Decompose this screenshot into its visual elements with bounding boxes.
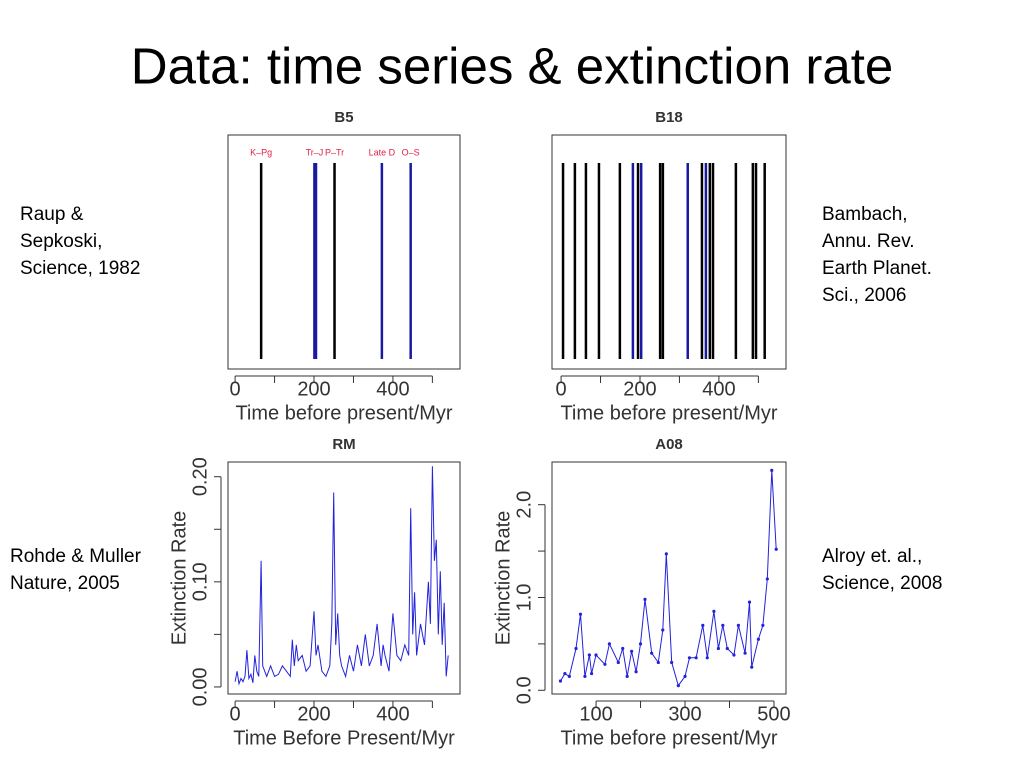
data-point xyxy=(705,656,709,660)
data-point xyxy=(750,665,754,669)
chart-title: RM xyxy=(332,436,355,453)
data-point xyxy=(638,642,643,646)
event-label: K–Pg xyxy=(250,147,272,157)
data-point xyxy=(578,612,583,616)
caption-line: Sci., 2006 xyxy=(822,285,907,306)
x-tick-label: 400 xyxy=(376,378,409,400)
caption-line: Annu. Rev. xyxy=(822,231,915,252)
y-axis-title: Extinction Rate xyxy=(492,511,514,646)
caption-line: Alroy et. al., xyxy=(822,546,922,567)
x-tick-label: 300 xyxy=(668,703,701,725)
data-point xyxy=(589,671,594,676)
plot-frame xyxy=(551,134,787,370)
data-point xyxy=(630,649,634,653)
data-point xyxy=(607,642,611,646)
data-point xyxy=(743,651,747,655)
data-point xyxy=(716,646,720,651)
x-axis-title: Time before present/Myr xyxy=(560,402,777,424)
x-tick-label: 0 xyxy=(230,378,241,400)
data-point xyxy=(583,674,587,678)
x-tick-label: 0 xyxy=(230,703,241,725)
chart-title: B18 xyxy=(655,109,683,126)
caption-line: Sepkoski, xyxy=(20,231,102,252)
data-point xyxy=(687,656,692,660)
y-tick-label: 0.0 xyxy=(513,676,535,704)
plot-frame xyxy=(227,461,461,695)
data-point xyxy=(567,674,571,678)
data-point xyxy=(747,600,752,604)
plot-frame xyxy=(551,461,787,695)
caption-line: Science, 1982 xyxy=(20,258,140,279)
y-tick-label: 1.0 xyxy=(513,584,535,612)
data-point xyxy=(721,623,725,627)
data-point xyxy=(558,679,563,683)
data-point xyxy=(712,609,716,614)
data-point xyxy=(701,623,705,627)
caption-line: Nature, 2005 xyxy=(10,573,120,594)
x-tick-label: 200 xyxy=(623,378,656,400)
caption-line: Bambach, xyxy=(822,204,908,225)
caption-line: Science, 2008 xyxy=(822,573,942,594)
chart-title: A08 xyxy=(655,436,683,453)
event-label: Late D xyxy=(369,147,396,157)
x-tick-label: 0 xyxy=(556,378,567,400)
y-tick-label: 0.00 xyxy=(189,667,211,706)
data-point xyxy=(656,660,660,665)
y-tick-label: 2.0 xyxy=(513,491,535,519)
event-label: P–Tr xyxy=(325,147,344,157)
caption-line: Raup & xyxy=(20,204,84,225)
data-point xyxy=(774,547,778,551)
event-label: Tr–J xyxy=(306,147,324,157)
data-point xyxy=(765,577,769,581)
data-point xyxy=(625,674,629,678)
data-point xyxy=(725,646,729,651)
data-point xyxy=(563,671,567,676)
data-point xyxy=(756,637,761,641)
y-tick-label: 0.20 xyxy=(189,457,211,496)
x-tick-label: 500 xyxy=(757,703,790,725)
data-point xyxy=(621,646,625,651)
slide-title: Data: time series & extinction rate xyxy=(131,37,894,94)
x-tick-label: 100 xyxy=(579,703,612,725)
data-point xyxy=(683,674,687,678)
x-tick-label: 400 xyxy=(702,378,735,400)
data-line xyxy=(234,466,449,686)
data-point xyxy=(694,656,698,660)
data-point xyxy=(587,653,591,657)
data-point xyxy=(661,628,665,632)
data-point xyxy=(643,597,647,601)
data-point xyxy=(736,623,740,627)
data-point xyxy=(770,468,774,472)
plot-frame xyxy=(227,134,461,370)
x-tick-label: 200 xyxy=(297,378,330,400)
data-point xyxy=(634,670,638,674)
x-axis-title: Time Before Present/Myr xyxy=(233,727,455,749)
y-tick-label: 0.10 xyxy=(189,562,211,601)
caption-line: Earth Planet. xyxy=(822,258,932,279)
data-point xyxy=(603,662,607,666)
y-axis-title: Extinction Rate xyxy=(168,511,190,646)
data-point xyxy=(664,552,668,556)
caption-line: Rohde & Muller xyxy=(10,546,142,567)
data-point xyxy=(650,651,654,655)
data-point xyxy=(732,653,736,657)
data-point xyxy=(761,623,765,627)
chart-title: B5 xyxy=(334,109,353,126)
event-label: O–S xyxy=(402,147,420,157)
x-tick-label: 400 xyxy=(376,703,409,725)
x-tick-label: 200 xyxy=(297,703,330,725)
data-point xyxy=(574,646,578,651)
data-point xyxy=(670,660,674,665)
x-axis-title: Time before present/Myr xyxy=(235,402,452,424)
x-axis-title: Time before present/Myr xyxy=(560,727,777,749)
data-point xyxy=(676,684,680,688)
data-point xyxy=(594,653,598,657)
data-point xyxy=(616,660,620,665)
